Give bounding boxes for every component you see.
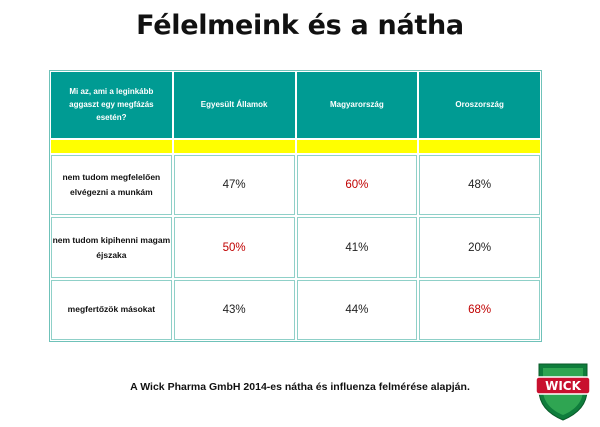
data-cell: 48% — [419, 155, 540, 216]
survey-table: Mi az, ami a leginkább aggaszt egy megfá… — [49, 70, 542, 342]
data-cell: 68% — [419, 279, 540, 340]
data-cell: 60% — [296, 155, 418, 216]
data-cell: 43% — [173, 279, 295, 340]
wick-shield-logo-icon: WICK — [535, 363, 591, 421]
page-title: Félelmeink és a nátha — [136, 10, 464, 41]
yellow-band-row — [51, 139, 540, 154]
yellow-band-cell — [296, 139, 418, 154]
source-note: A Wick Pharma GmbH 2014-es nátha és infl… — [130, 381, 470, 393]
data-cell: 41% — [296, 217, 418, 278]
row-label: nem tudom megfelelően elvégezni a munkám — [51, 155, 172, 216]
table-row: nem tudom megfelelően elvégezni a munkám… — [51, 155, 540, 216]
table-row: megfertőzök másokat 43% 44% 68% — [51, 279, 540, 340]
yellow-band-cell — [173, 139, 295, 154]
logo-text: WICK — [545, 379, 582, 393]
question-header: Mi az, ami a leginkább aggaszt egy megfá… — [51, 72, 172, 138]
yellow-band-cell — [51, 139, 172, 154]
data-cell: 50% — [173, 217, 295, 278]
row-label: nem tudom kipihenni magam éjszaka — [51, 217, 172, 278]
data-cell: 44% — [296, 279, 418, 340]
row-label: megfertőzök másokat — [51, 279, 172, 340]
column-header: Egyesült Államok — [173, 72, 295, 138]
column-header: Magyarország — [296, 72, 418, 138]
column-header: Oroszország — [419, 72, 540, 138]
yellow-band-cell — [419, 139, 540, 154]
data-cell: 47% — [173, 155, 295, 216]
table-row: nem tudom kipihenni magam éjszaka 50% 41… — [51, 217, 540, 278]
table-header-row: Mi az, ami a leginkább aggaszt egy megfá… — [51, 72, 540, 138]
data-cell: 20% — [419, 217, 540, 278]
